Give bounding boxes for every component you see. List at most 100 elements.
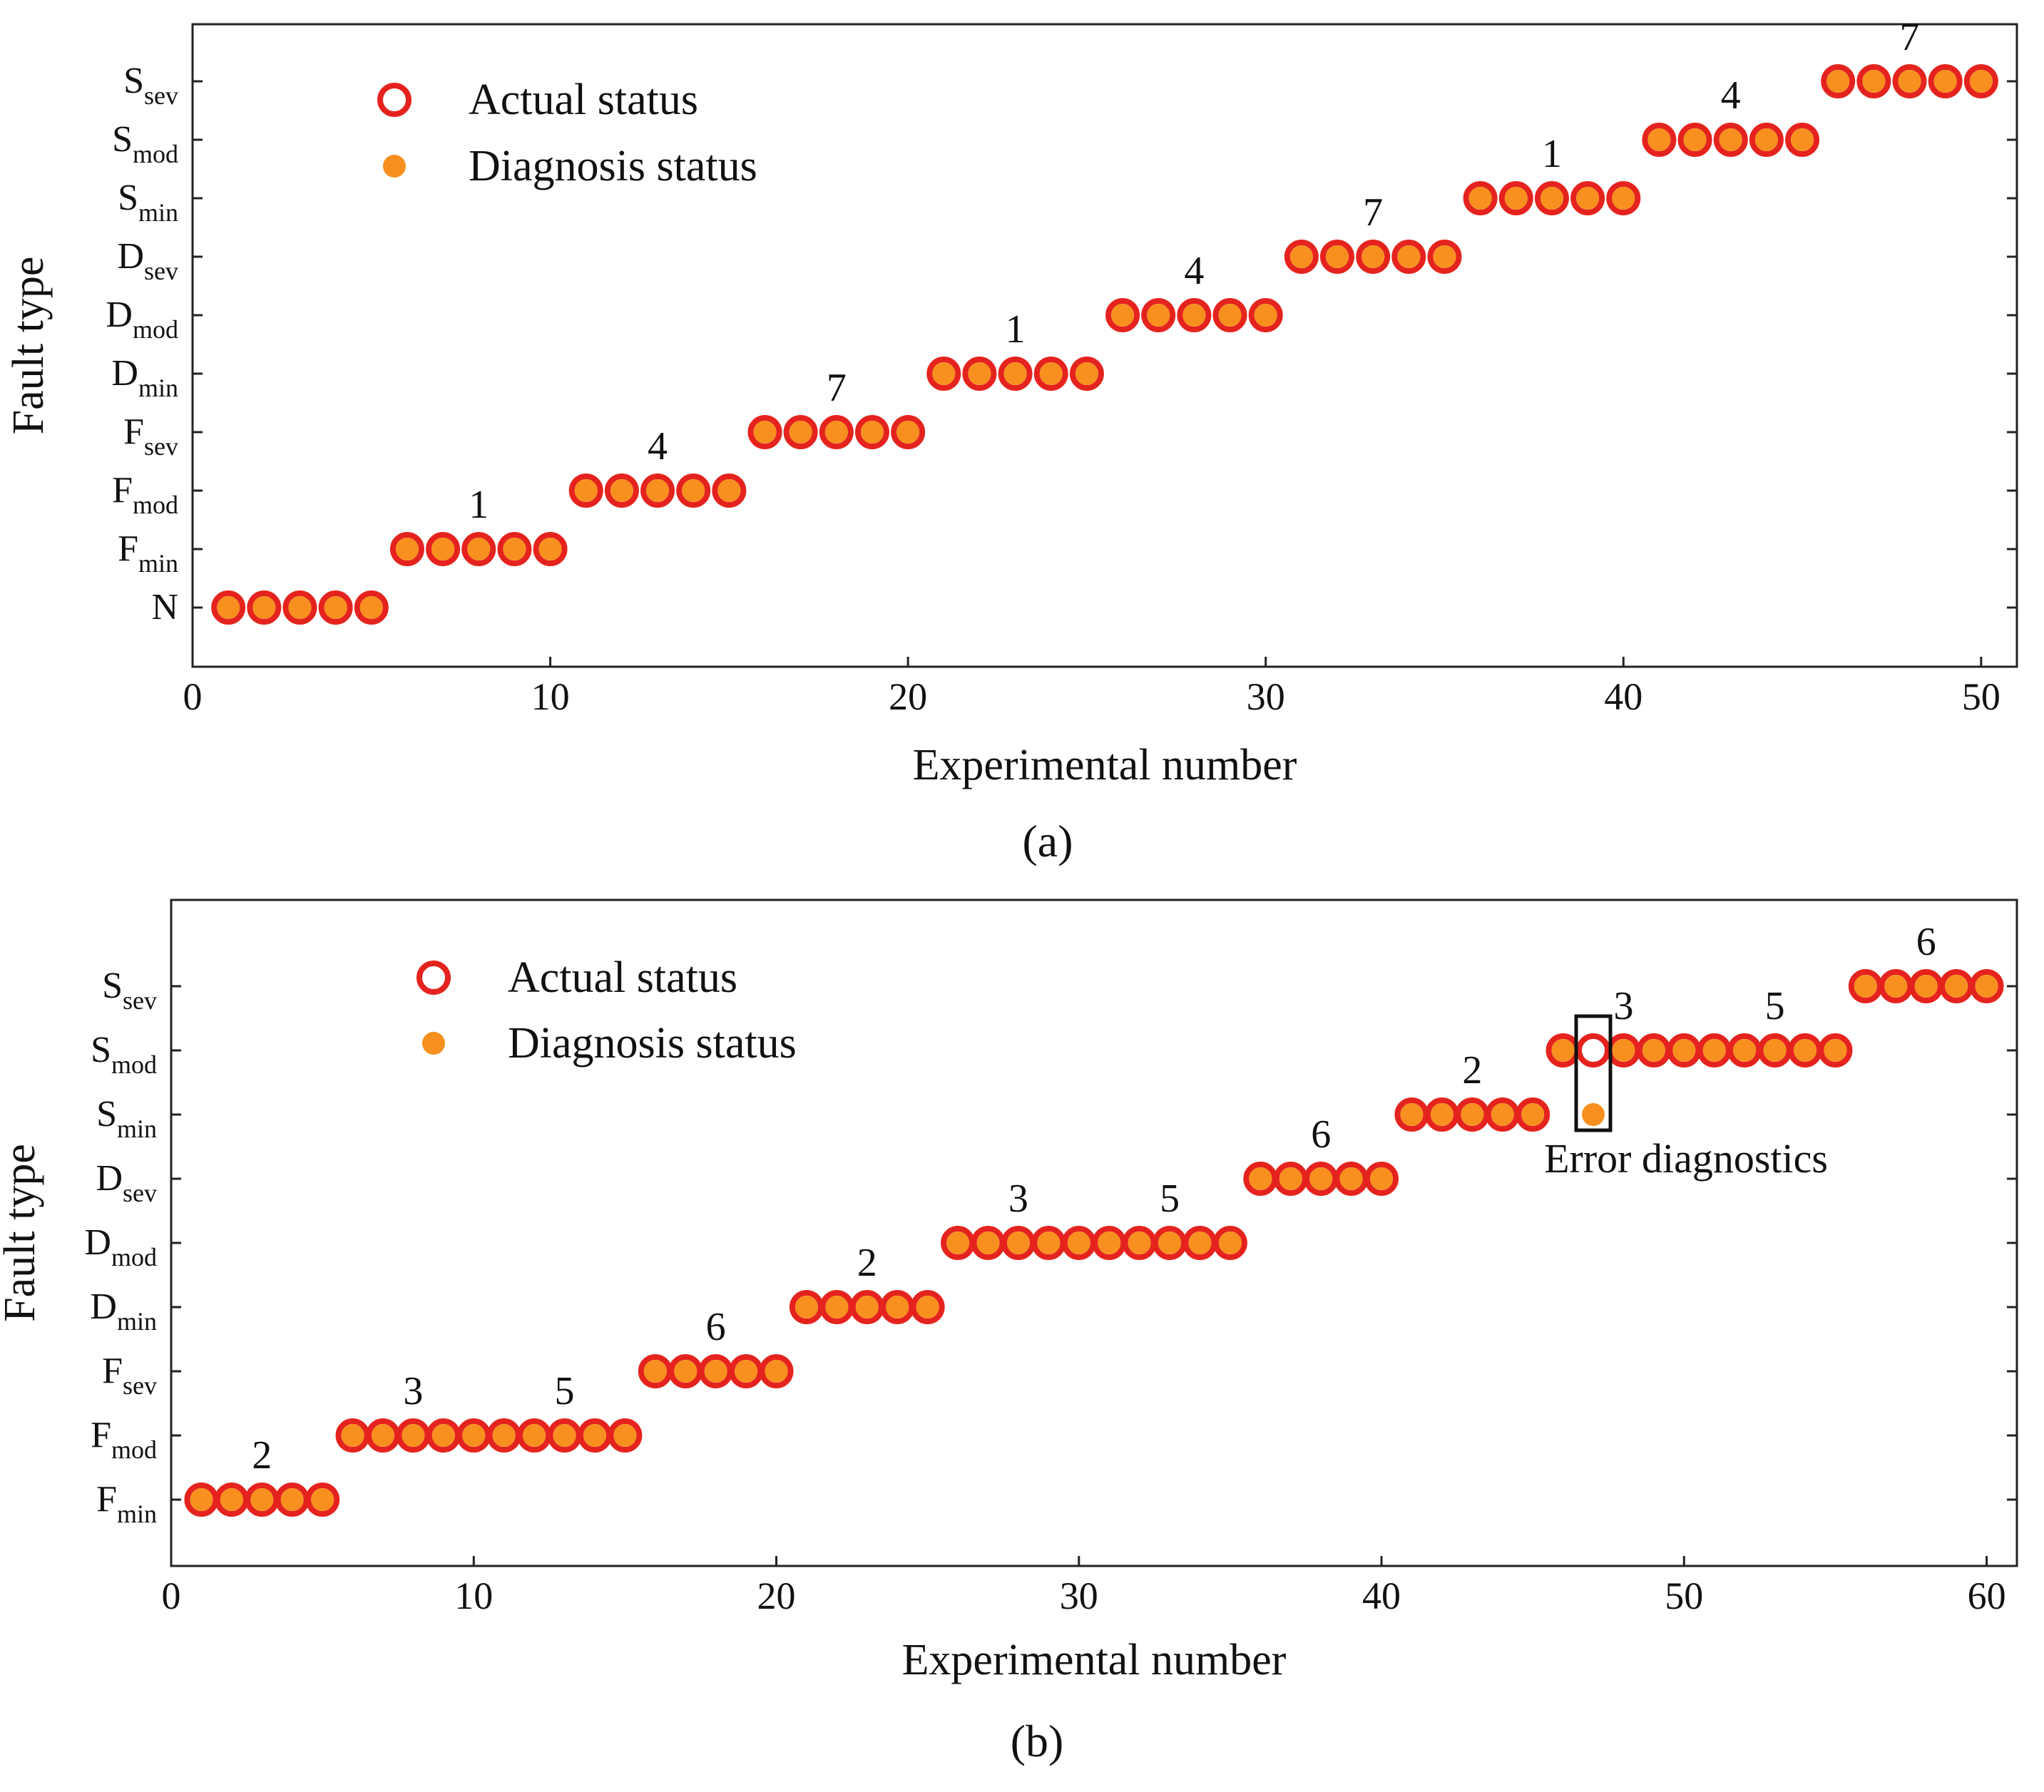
diagnosis-status-point: [1039, 362, 1063, 385]
y-tick-label-main: F: [96, 1479, 117, 1520]
diagnosis-status-point: [553, 1424, 576, 1447]
y-tick-label-main: D: [111, 353, 138, 394]
y-tick-label: Smod: [91, 1030, 157, 1079]
group-annotation: 6: [1916, 920, 1936, 964]
diagnosis-status-point: [886, 1296, 909, 1319]
diagnosis-status-point: [1683, 128, 1707, 151]
diagnosis-status-point: [1540, 187, 1563, 210]
diagnosis-status-point: [717, 479, 741, 502]
group-annotation: 5: [555, 1369, 575, 1413]
y-tick-label-main: S: [102, 966, 123, 1006]
diagnosis-status-point: [1279, 1167, 1302, 1190]
diagnosis-status-point: [1733, 1039, 1757, 1062]
actual-status-point: [1576, 1033, 1611, 1067]
diagnosis-status-point: [324, 596, 347, 619]
diagnosis-status-point: [1754, 128, 1778, 151]
y-tick-label-main: D: [84, 1222, 111, 1263]
y-tick-label-sub: sev: [123, 1371, 157, 1400]
diagnosis-status-point: [946, 1232, 970, 1254]
diagnosis-status-point: [613, 1424, 637, 1447]
diagnosis-status-point: [1430, 1103, 1453, 1126]
diagnosis-status-point: [1188, 1232, 1212, 1254]
diagnosis-status-point: [467, 538, 491, 560]
y-tick-label-sub: mod: [111, 1243, 157, 1271]
y-tick-label-sub: mod: [111, 1435, 157, 1464]
x-tick-label: 0: [183, 675, 203, 718]
diagnosis-status-point: [402, 1424, 425, 1447]
diagnosis-status-point: [431, 1424, 455, 1447]
group-annotation: 1: [1542, 132, 1562, 176]
x-tick-label: 60: [1968, 1575, 2006, 1617]
y-tick-label-main: F: [123, 411, 144, 452]
diagnosis-status-point: [1521, 1103, 1545, 1126]
diagnosis-status-point: [1111, 304, 1135, 327]
diagnosis-status-point: [855, 1296, 879, 1319]
y-tick-label-sub: min: [117, 1115, 157, 1143]
y-tick-label: Smin: [96, 1094, 157, 1143]
diagnosis-status-point: [1468, 187, 1492, 210]
diagnosis-status-point: [1862, 70, 1886, 93]
legend-diagnosis-marker: [422, 1032, 445, 1055]
diagnosis-status-point: [574, 479, 598, 502]
y-tick-label: Dsev: [117, 236, 178, 285]
diagnosis-status-point: [1914, 975, 1938, 998]
group-annotation: 7: [1363, 190, 1383, 235]
y-tick-label-sub: sev: [123, 986, 157, 1015]
y-tick-label: Ssev: [123, 61, 178, 110]
group-annotation: 4: [1721, 73, 1741, 118]
diagnosis-status-point: [1182, 304, 1206, 327]
diagnosis-status-point: [1397, 245, 1421, 268]
y-tick-label: Ssev: [102, 966, 157, 1015]
diagnosis-status-point: [789, 421, 812, 444]
y-tick-label: Dmod: [106, 295, 178, 344]
diagnosis-status-point: [1824, 1039, 1847, 1062]
diagnosis-status-point: [646, 479, 670, 502]
diagnosis-status-point: [1969, 70, 1993, 93]
diagnosis-status-point: [1370, 1167, 1394, 1190]
y-tick-label-sub: mod: [111, 1050, 157, 1079]
legend-diagnosis-label: Diagnosis status: [508, 1019, 797, 1067]
diagnosis-status-point: [1975, 975, 1998, 998]
diagnosis-status-point: [735, 1360, 758, 1383]
group-annotation: 5: [1765, 984, 1785, 1028]
diagnosis-status-point: [860, 421, 884, 444]
legend-actual-marker: [417, 961, 451, 995]
y-tick-label-main: N: [151, 587, 178, 628]
diagnosis-status-point: [1719, 128, 1742, 151]
diagnosis-status-point: [1147, 304, 1170, 327]
x-tick-label: 50: [1665, 1575, 1703, 1617]
diagnosis-status-point: [1763, 1039, 1787, 1062]
y-axis-title: Fault type: [4, 257, 53, 435]
group-annotation: 2: [857, 1241, 877, 1285]
y-tick-label-main: F: [91, 1415, 111, 1455]
diagnosis-status-point: [916, 1296, 939, 1319]
y-tick-label-sub: min: [117, 1307, 157, 1336]
diagnosis-status-point: [1249, 1167, 1272, 1190]
diagnosis-status-point: [1576, 187, 1600, 210]
group-annotation: 1: [469, 483, 489, 527]
diagnosis-status-point: [825, 1296, 849, 1319]
diagnosis-status-point: [190, 1488, 213, 1511]
y-tick-label: Dmin: [90, 1286, 157, 1336]
diagnosis-status-point: [431, 538, 455, 560]
x-tick-label: 30: [1060, 1575, 1098, 1617]
y-tick-label: Fmod: [112, 470, 178, 519]
legend-actual-label: Actual status: [469, 76, 698, 124]
diagnosis-status-point: [976, 1232, 1000, 1254]
diagnosis-status-point: [1400, 1103, 1424, 1126]
diagnosis-status-point: [1326, 245, 1349, 268]
y-tick-label-main: S: [118, 178, 138, 218]
group-annotation: 5: [1160, 1177, 1180, 1221]
diagnosis-status-point: [1945, 975, 1968, 998]
y-tick-label-main: D: [106, 295, 133, 335]
group-annotation: 6: [1311, 1112, 1331, 1157]
y-tick-label-main: S: [91, 1030, 111, 1070]
diagnosis-status-point: [523, 1424, 546, 1447]
diagnosis-status-point: [280, 1488, 304, 1511]
y-tick-label-main: F: [102, 1351, 123, 1391]
y-tick-label-sub: min: [138, 374, 178, 402]
diagnosis-status-point: [1504, 187, 1528, 210]
diagnosis-status-point: [932, 362, 956, 385]
diagnosis-status-point: [1098, 1232, 1121, 1254]
